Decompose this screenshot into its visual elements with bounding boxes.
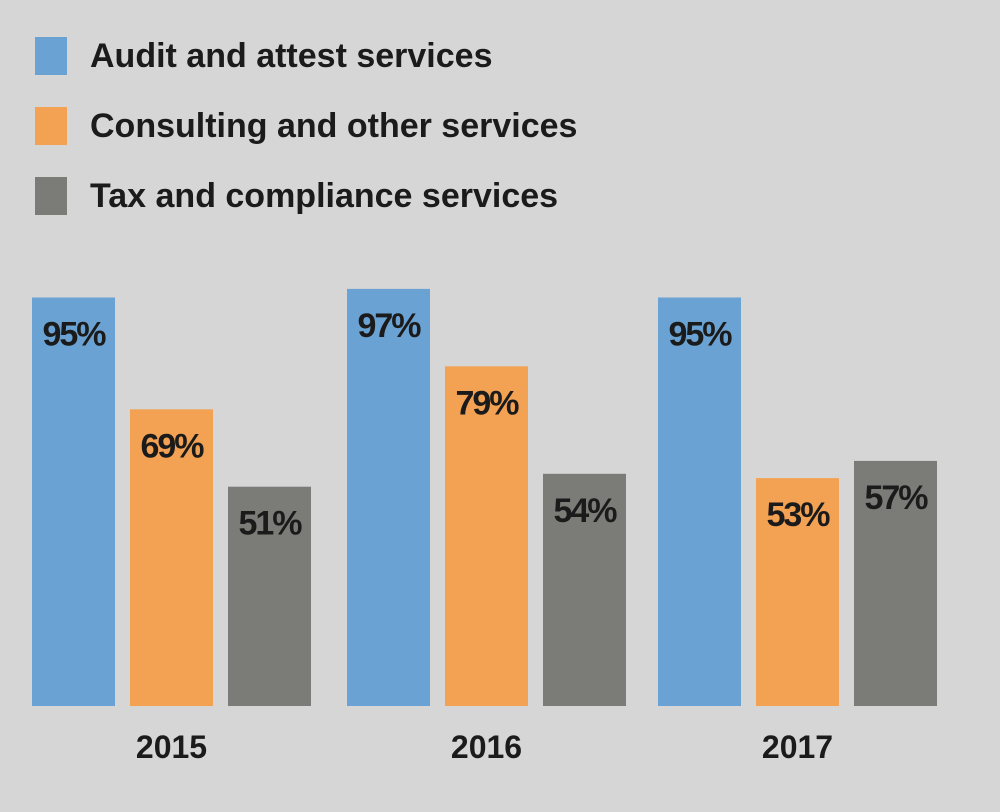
bar-2017-series-2 (756, 478, 839, 706)
legend-label-2: Consulting and other services (90, 107, 577, 145)
value-label-2016-series-3: 54% (553, 492, 617, 530)
value-label-2017-series-1: 95% (668, 316, 732, 354)
bar-2015-series-3 (228, 486, 311, 706)
legend-swatch-2 (35, 107, 67, 145)
bars-group: 95% 69% 51% 97% 79% 54% 95% 53% 57% (32, 288, 937, 706)
bar-2016-series-1 (347, 288, 430, 706)
legend-label-1: Audit and attest services (90, 37, 492, 75)
value-label-2017-series-2: 53% (766, 496, 830, 534)
value-label-2015-series-2: 69% (140, 427, 204, 465)
x-tick-label-2017: 2017 (762, 729, 833, 765)
bar-2017-series-3 (854, 460, 937, 706)
legend: Audit and attest services Consulting and … (35, 37, 577, 215)
legend-label-3: Tax and compliance services (90, 177, 558, 215)
bar-2016-series-2 (445, 366, 528, 706)
value-label-2016-series-2: 79% (455, 384, 519, 422)
x-tick-label-2016: 2016 (451, 729, 522, 765)
value-label-2015-series-3: 51% (238, 505, 302, 543)
x-axis-ticks: 2015 2016 2017 (136, 729, 833, 765)
bar-2017-series-1 (658, 297, 741, 706)
bar-2015-series-2 (130, 409, 213, 706)
value-label-2016-series-1: 97% (357, 307, 421, 345)
bar-2016-series-3 (543, 473, 626, 706)
x-tick-label-2015: 2015 (136, 729, 207, 765)
legend-swatch-1 (35, 37, 67, 75)
value-label-2017-series-3: 57% (864, 479, 928, 517)
bar-2015-series-1 (32, 297, 115, 706)
legend-swatch-3 (35, 177, 67, 215)
value-label-2015-series-1: 95% (42, 316, 106, 354)
